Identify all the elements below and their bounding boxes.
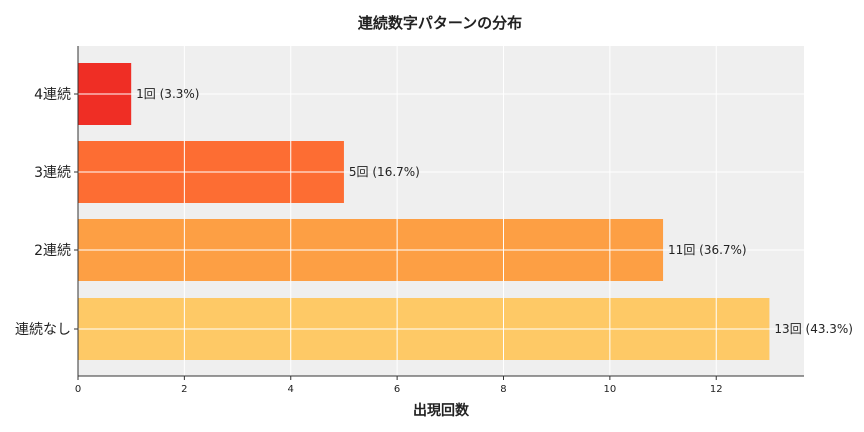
x-tick-label-6: 12	[710, 384, 723, 395]
x-tick-label-5: 10	[604, 384, 617, 395]
data-labels: 13回 (43.3%) 11回 (36.7%) 5回 (16.7%) 1回 (3.3%…	[136, 87, 853, 336]
grid-lines	[77, 46, 804, 376]
chart-title: 連続数字パターンの分布	[358, 14, 522, 32]
y-tick-label-0: 連続なし	[15, 321, 71, 338]
y-tick-label-2: 3連続	[34, 164, 71, 181]
data-label-3: 1回 (3.3%)	[136, 87, 199, 101]
x-tick-label-0: 0	[75, 384, 81, 395]
data-label-0: 13回 (43.3%)	[774, 322, 853, 336]
x-tick-label-2: 4	[288, 384, 294, 395]
x-tick-label-1: 2	[181, 384, 187, 395]
y-tick-label-3: 4連続	[34, 86, 71, 103]
x-axis-label: 出現回数	[413, 402, 470, 419]
x-tick-label-3: 6	[394, 384, 400, 395]
y-tick-label-1: 2連続	[34, 242, 71, 259]
y-tick-labels: 連続なし 2連続 3連続 4連続	[15, 86, 78, 338]
x-tick-label-4: 8	[500, 384, 506, 395]
x-tick-labels: 0 2 4 6 8 10 12	[75, 376, 723, 395]
data-label-2: 5回 (16.7%)	[349, 165, 420, 179]
data-label-1: 11回 (36.7%)	[668, 243, 747, 257]
